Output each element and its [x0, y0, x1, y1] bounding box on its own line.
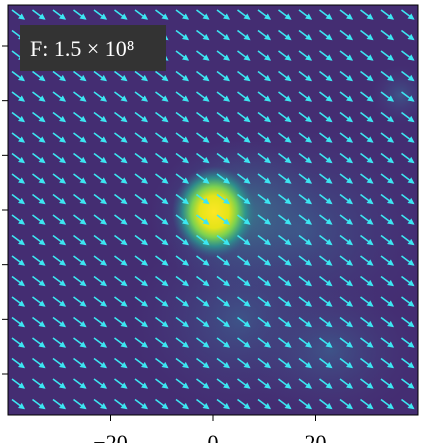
- annotation: F: 1.5 × 10⁸: [30, 36, 134, 61]
- x-tick-label: 0: [208, 430, 219, 443]
- x-tick-label: −20: [93, 430, 127, 443]
- x-tick-label: 20: [305, 430, 327, 443]
- vector-field: [8, 5, 418, 415]
- axes: −20 0 20: [2, 45, 327, 443]
- annotation-box: [20, 25, 166, 71]
- heatmap: [8, 5, 418, 415]
